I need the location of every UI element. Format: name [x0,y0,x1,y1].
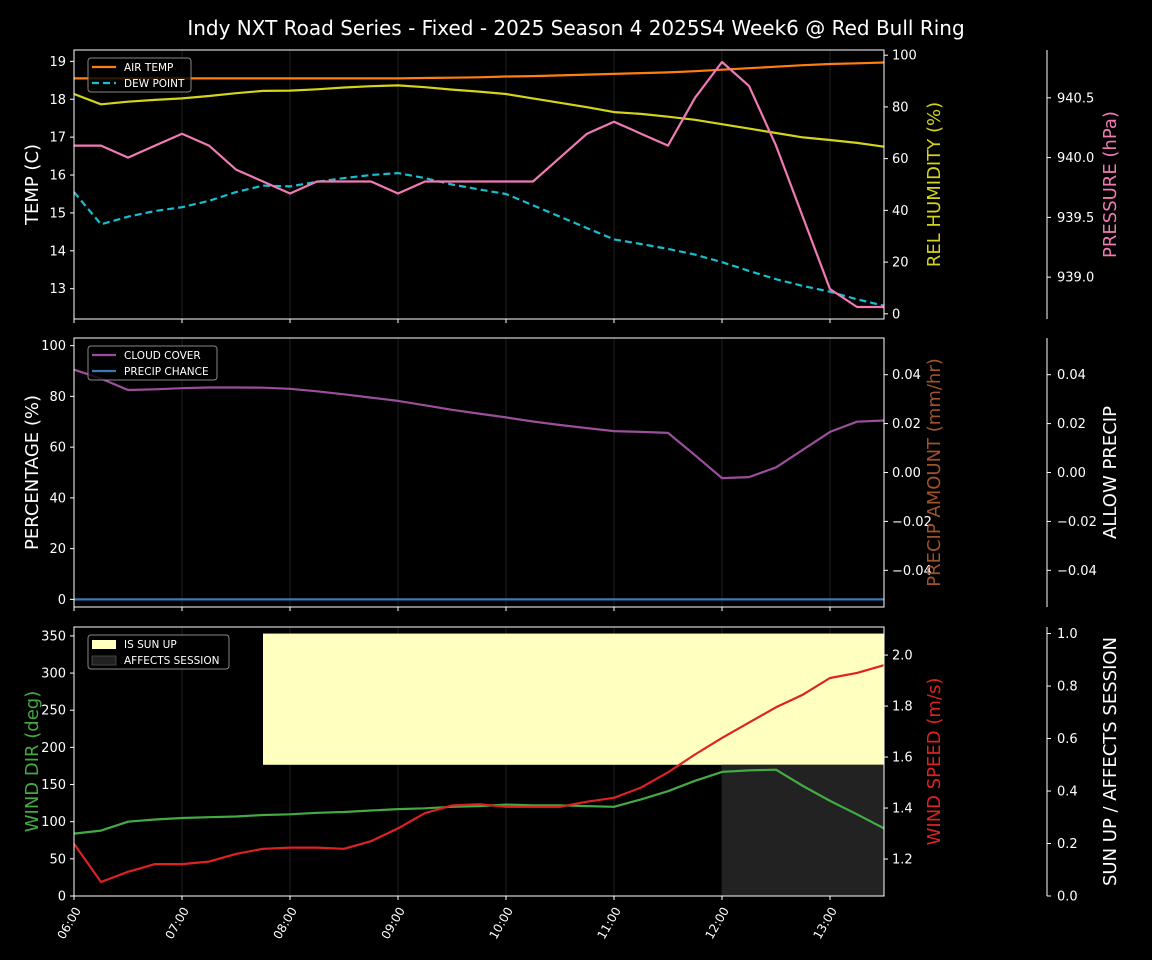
legend: CLOUD COVER PRECIP CHANCE [87,345,218,381]
right-tick-label: 1.4 [892,802,913,817]
far-tick-label: 0.2 [1057,837,1078,852]
left-axis-label: PERCENTAGE (%) [22,395,43,550]
legend-swatch [91,655,117,666]
right-tick-label: 1.2 [892,853,913,868]
left-tick-label: 40 [49,491,66,506]
far-tick-label: −0.04 [1057,564,1097,579]
legend-box [87,634,230,670]
left-tick-label: 17 [49,131,66,146]
right-axis-label: WIND SPEED (m/s) [924,678,945,846]
far-tick-label: 939.0 [1057,271,1094,286]
left-axis-label: TEMP (C) [22,144,43,226]
far-tick-label: 0.0 [1057,890,1078,905]
far-axis-label: PRESSURE (hPa) [1100,111,1121,258]
far-tick-label: 1.0 [1057,627,1078,642]
right-tick-label: 20 [892,256,909,271]
legend: IS SUN UP AFFECTS SESSION [87,634,230,670]
right-axis-label: REL HUMIDITY (%) [924,102,945,267]
far-tick-label: 0.04 [1057,368,1086,383]
far-axis-label: ALLOW PRECIP [1100,406,1121,539]
far-tick-label: 0.8 [1057,680,1078,695]
right-tick-label: 60 [892,152,909,167]
right-tick-label: 2.0 [892,649,913,664]
right-tick-label: 80 [892,100,909,115]
left-tick-label: 20 [49,542,66,557]
right-tick-label: 1.6 [892,751,913,766]
left-tick-label: 300 [41,667,66,682]
plot-frame [73,626,885,897]
legend-label: CLOUD COVER [124,350,201,362]
left-tick-label: 15 [49,206,66,221]
chart-title: Indy NXT Road Series - Fixed - 2025 Seas… [187,16,964,40]
left-tick-label: 18 [49,93,66,108]
left-tick-label: 80 [49,390,66,405]
wind-speed-line [73,664,885,884]
far-axis-label: SUN UP / AFFECTS SESSION [1100,637,1121,886]
wind-dir-line [73,768,885,835]
left-tick-label: 16 [49,169,66,184]
legend-label: DEW POINT [124,78,185,90]
right-tick-label: 100 [892,49,917,64]
left-tick-label: 19 [49,55,66,70]
affects-session-region [722,764,884,896]
legend-box [87,345,218,381]
left-tick-label: 50 [49,852,66,867]
legend-label: AFFECTS SESSION [124,655,220,667]
far-tick-label: −0.02 [1057,515,1097,530]
panel-2: 0 20 40 60 80 100 −0.04 −0.02 0.00 0.02 0.04 −0.04 −… [22,337,1121,611]
left-tick-label: 0 [58,890,66,905]
right-tick-label: 0.00 [892,466,921,481]
legend-label: AIR TEMP [124,62,173,74]
right-tick-label: 1.8 [892,700,913,715]
far-tick-label: 0.02 [1057,417,1086,432]
right-tick-label: −0.04 [892,564,932,579]
dew-point-line [73,172,885,307]
plot-frame [73,49,885,320]
left-tick-label: 0 [58,593,66,608]
far-tick-label: 939.5 [1057,211,1094,226]
far-tick-label: 940.5 [1057,91,1094,106]
left-tick-label: 60 [49,441,66,456]
rel-humidity-line [73,84,885,148]
right-axis-label: PRECIP AMOUNT (mm/hr) [924,358,945,587]
far-tick-label: 0.6 [1057,732,1078,747]
right-tick-label: 0.02 [892,417,921,432]
right-tick-label: −0.02 [892,515,932,530]
panel-1: 13 14 15 16 17 18 19 0 20 40 60 80 100 939.0 939.5 940.… [22,49,1121,323]
left-tick-label: 150 [41,778,66,793]
far-tick-label: 0.4 [1057,785,1078,800]
legend-label: IS SUN UP [124,639,177,651]
legend-swatch [92,640,116,649]
is-sun-up-region [263,633,884,765]
cloud-cover-line [73,368,885,480]
far-tick-label: 0.00 [1057,466,1086,481]
left-tick-label: 14 [49,244,66,259]
left-axis-label: WIND DIR (deg) [22,691,43,833]
far-tick-label: 940.0 [1057,151,1094,166]
legend-label: PRECIP CHANCE [124,366,209,378]
left-tick-label: 100 [41,339,66,354]
left-tick-label: 100 [41,815,66,830]
pressure-line [74,60,884,309]
right-tick-label: 0.04 [892,368,921,383]
left-tick-label: 13 [49,282,66,297]
right-tick-label: 0 [892,307,900,322]
left-tick-label: 200 [41,741,66,756]
right-tick-label: 40 [892,204,909,219]
air-temp-line [74,61,885,80]
left-tick-label: 250 [41,704,66,719]
legend: AIR TEMP DEW POINT [87,57,192,93]
left-tick-label: 350 [41,629,66,644]
